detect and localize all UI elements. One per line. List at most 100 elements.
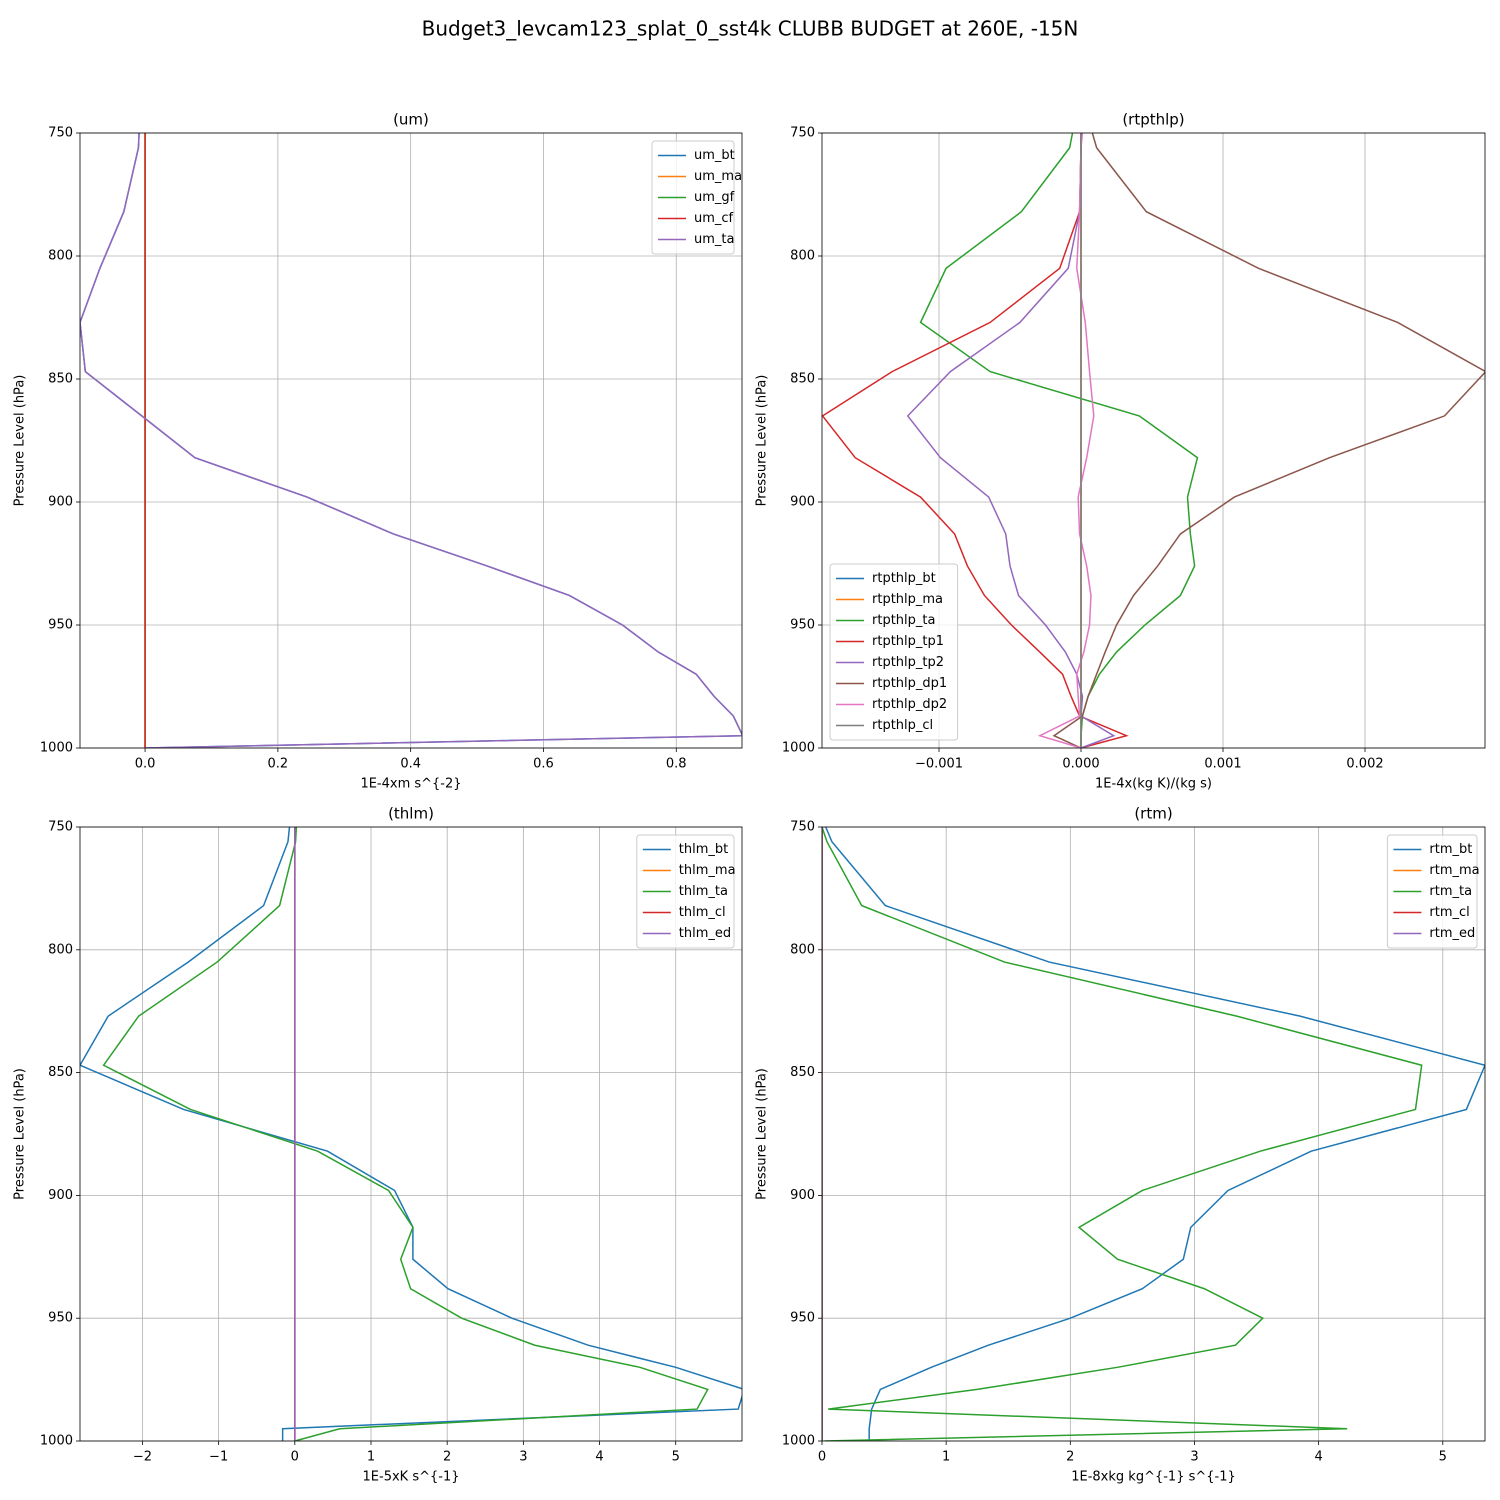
x-tick-label: 4 [595,1450,603,1465]
subplot-title: (um) [393,111,429,129]
y-tick-label: 900 [790,1188,815,1203]
legend-box [829,563,959,741]
legend-label: rtpthlp_cl [872,718,933,733]
y-tick-label: 1000 [782,741,815,756]
x-tick-label: 5 [672,1450,680,1465]
legend-label: rtm_ma [1429,863,1479,878]
x-tick-label: 4 [1314,1450,1322,1465]
y-tick-label: 1000 [40,741,73,756]
subplot: −0.001 0.000 0.001 0.002 750 800 850 900 950 1000… [755,111,1486,792]
plot-frame [821,826,1486,1442]
x-tick-label: 1 [942,1450,950,1465]
y-tick-label: 850 [790,372,815,387]
legend-label: um_ma [694,169,742,184]
legend-label: thlm_cl [679,905,726,920]
legend-label: rtpthlp_ta [872,613,935,628]
legend-label: rtm_bt [1429,842,1472,857]
series-line [1037,133,1095,748]
legend-label: rtm_cl [1429,905,1469,920]
legend-label: rtpthlp_bt [872,571,936,586]
plot-frame [821,132,1486,749]
x-tick-label: 0.6 [533,757,554,772]
legend-label: um_cf [694,211,734,226]
y-tick-label: 850 [48,372,73,387]
subplot-title: (rtm) [1134,805,1172,823]
y-tick-label: 750 [790,126,815,141]
x-tick-label: 3 [1190,1450,1198,1465]
legend-label: rtpthlp_tp2 [872,655,944,670]
legend-label: rtpthlp_dp1 [872,676,947,691]
y-tick-label: 950 [48,1311,73,1326]
legend-label: rtpthlp_tp1 [872,634,944,649]
subplot-title: (thlm) [388,805,434,823]
legend-label: thlm_bt [679,842,728,857]
x-axis-label: 1E-4x(kg K)/(kg s) [1095,777,1212,792]
legend-label: rtm_ed [1429,926,1475,941]
y-tick-label: 900 [48,1188,73,1203]
legend-box [636,834,735,949]
y-tick-label: 850 [48,1065,73,1080]
subplot: −2 −1 0 1 2 3 4 5 750 800 850 900 950 1000 (thlm) 1E-5x… [13,805,743,1485]
x-tick-label: 0.2 [268,757,289,772]
legend-label: um_bt [694,148,735,163]
x-tick-label: −0.001 [915,757,963,772]
legend: um_bt um_ma um_gf um_cf um_ta [651,140,742,255]
x-tick-label: −2 [133,1450,152,1465]
x-tick-label: 0.0 [135,757,156,772]
y-tick-label: 800 [48,249,73,264]
legend-label: rtpthlp_dp2 [872,697,947,712]
x-tick-label: 0 [818,1450,826,1465]
y-tick-label: 950 [790,618,815,633]
y-tick-label: 950 [790,1311,815,1326]
y-tick-label: 1000 [782,1434,815,1449]
legend: rtm_bt rtm_ma rtm_ta rtm_cl rtm_ed [1386,834,1480,949]
x-axis-label: 1E-4xm s^{-2} [360,777,461,792]
x-tick-label: 0.001 [1204,757,1241,772]
plot-frame [79,826,743,1442]
x-tick-label: −1 [209,1450,228,1465]
y-axis-label: Pressure Level (hPa) [755,1068,770,1200]
x-axis-label: 1E-8xkg kg^{-1} s^{-1} [1071,1470,1236,1485]
x-tick-label: 0.4 [400,757,421,772]
y-tick-label: 750 [48,820,73,835]
y-axis-label: Pressure Level (hPa) [755,375,770,507]
series-line [1052,133,1485,748]
series-line [80,133,742,748]
y-tick-label: 900 [48,495,73,510]
y-tick-label: 900 [790,495,815,510]
y-tick-label: 750 [790,820,815,835]
x-tick-label: 0.8 [666,757,687,772]
legend-label: thlm_ma [679,863,736,878]
legend-label: thlm_ta [679,884,728,899]
legend-label: um_ta [694,232,734,247]
series-line [822,133,1129,748]
legend-label: rtpthlp_ma [872,592,943,607]
x-tick-label: 5 [1439,1450,1447,1465]
y-tick-label: 850 [790,1065,815,1080]
y-axis-label: Pressure Level (hPa) [13,1068,28,1200]
subplot: 0 1 2 3 4 5 750 800 850 900 950 1000 (rtm) 1E-8xkg kg… [755,805,1486,1485]
x-tick-label: 0.002 [1346,757,1383,772]
legend-box [651,140,735,255]
series-line [906,133,1116,748]
legend-label: rtm_ta [1429,884,1472,899]
x-axis-label: 1E-5xK s^{-1} [363,1470,460,1485]
legend-label: thlm_ed [679,926,731,941]
legend-box [1386,834,1478,949]
y-tick-label: 800 [790,942,815,957]
plot-frame [79,132,743,749]
x-tick-label: 2 [1066,1450,1074,1465]
subplot: 0.0 0.2 0.4 0.6 0.8 750 800 850 900 950 1000 (um) 1E… [13,111,743,792]
x-tick-label: 0 [291,1450,299,1465]
x-tick-label: 2 [443,1450,451,1465]
subplot-title: (rtpthlp) [1122,111,1184,129]
x-tick-label: 0.000 [1062,757,1099,772]
legend-label: um_gf [694,190,735,205]
legend: rtpthlp_bt rtpthlp_ma rtpthlp_ta rtpthlp_tp… [829,563,959,741]
y-axis-label: Pressure Level (hPa) [13,375,28,507]
series-line [822,827,1423,1441]
series-line [80,133,742,748]
series-line [825,827,1485,1441]
